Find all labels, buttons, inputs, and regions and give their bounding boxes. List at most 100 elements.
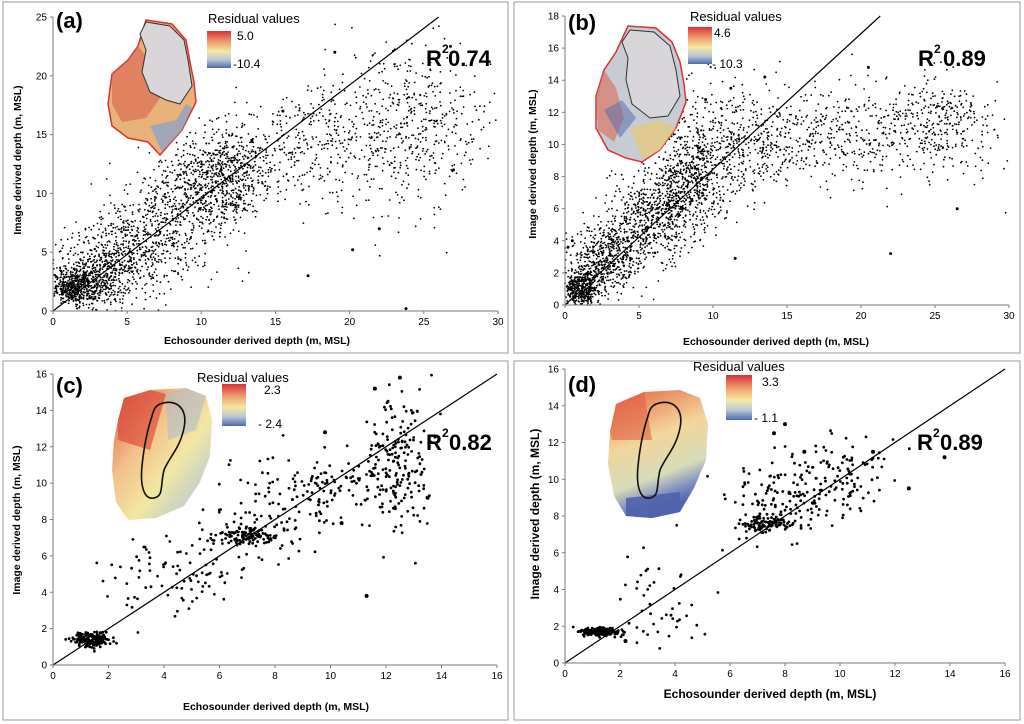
data-point <box>221 174 224 177</box>
data-point <box>670 177 673 180</box>
data-point <box>68 285 71 287</box>
data-point <box>93 266 95 269</box>
data-point <box>141 215 144 218</box>
data-point <box>202 149 205 152</box>
data-point <box>677 216 679 218</box>
data-point <box>636 190 639 193</box>
data-point <box>63 265 65 267</box>
data-point <box>637 226 640 228</box>
data-point <box>213 218 216 221</box>
data-point <box>174 230 177 232</box>
data-point <box>709 154 712 157</box>
data-point <box>244 171 247 174</box>
data-point <box>100 223 102 226</box>
data-point <box>309 170 312 173</box>
data-point <box>183 203 186 206</box>
data-point <box>244 189 247 192</box>
data-point <box>689 130 691 133</box>
data-point <box>227 168 230 171</box>
data-point <box>615 247 618 250</box>
data-point <box>689 218 691 221</box>
data-point <box>722 167 725 170</box>
data-point <box>671 257 674 260</box>
data-point <box>642 199 644 202</box>
data-point <box>580 251 583 254</box>
data-point <box>94 273 97 276</box>
data-point <box>403 82 406 85</box>
data-point <box>593 237 596 240</box>
data-point <box>119 289 122 292</box>
data-point <box>583 265 586 267</box>
data-point <box>111 259 114 261</box>
data-point <box>320 177 322 180</box>
data-point <box>385 123 387 126</box>
data-point <box>605 246 607 249</box>
data-point <box>411 152 413 155</box>
data-point <box>139 220 142 223</box>
data-point <box>271 123 274 126</box>
data-point <box>75 277 78 280</box>
data-point <box>207 166 210 169</box>
data-point <box>194 179 197 182</box>
data-point <box>662 231 664 233</box>
data-point <box>584 278 587 281</box>
data-point <box>592 254 595 257</box>
data-point <box>182 172 185 175</box>
data-point <box>192 197 194 200</box>
data-point <box>186 166 189 168</box>
data-point <box>212 169 214 172</box>
data-point <box>65 289 67 291</box>
data-point <box>609 265 611 267</box>
data-point <box>402 180 405 183</box>
data-point <box>215 117 218 120</box>
data-point <box>238 185 241 188</box>
data-point <box>614 240 617 243</box>
data-point <box>671 215 673 218</box>
data-point <box>305 200 307 203</box>
data-point <box>250 113 253 116</box>
data-point <box>438 167 440 170</box>
data-point <box>597 270 600 272</box>
x-ticks: 0 5 10 15 20 25 30 <box>50 311 504 328</box>
data-point <box>187 212 190 214</box>
data-point <box>637 271 639 273</box>
data-point <box>71 298 74 300</box>
data-point <box>77 279 79 282</box>
data-point <box>622 178 625 181</box>
data-point <box>661 222 664 224</box>
data-point <box>368 80 371 82</box>
data-point <box>413 92 416 95</box>
data-point <box>108 265 110 268</box>
data-point <box>237 179 240 182</box>
data-point <box>149 255 152 257</box>
data-point <box>184 192 186 194</box>
data-point <box>365 96 367 99</box>
data-point <box>406 187 408 190</box>
data-point <box>113 248 115 251</box>
data-point <box>90 228 93 231</box>
data-point <box>261 174 264 177</box>
data-point <box>619 230 622 233</box>
data-point <box>455 117 458 120</box>
data-point <box>443 123 446 126</box>
data-point <box>323 74 326 76</box>
data-point <box>638 194 641 196</box>
data-point <box>385 107 387 110</box>
data-point <box>327 125 330 128</box>
data-point <box>370 94 373 97</box>
data-point <box>107 224 110 227</box>
data-point <box>447 128 450 131</box>
data-point <box>132 204 135 206</box>
data-point <box>360 149 363 152</box>
data-point <box>99 259 101 262</box>
data-point <box>179 207 182 210</box>
data-point <box>432 152 435 154</box>
data-point <box>389 93 392 96</box>
data-point <box>98 271 101 273</box>
data-point <box>121 283 124 285</box>
data-point <box>126 219 129 222</box>
data-point <box>354 56 357 59</box>
data-point <box>599 250 602 253</box>
data-point <box>202 265 204 268</box>
data-point <box>186 269 189 272</box>
